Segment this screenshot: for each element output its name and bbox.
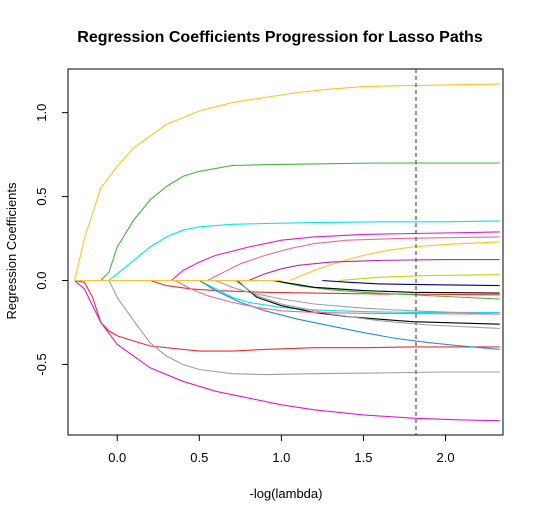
chart-title: Regression Coefficients Progression for … <box>77 29 483 46</box>
coefficient-path-line <box>248 259 500 282</box>
y-tick-label: -0.5 <box>34 353 49 375</box>
x-tick-label: 1.5 <box>354 450 372 465</box>
coefficient-path-line <box>149 279 500 296</box>
plot-layer: 0.0 0.5 1.0 1.5 2.0 -0.5 0.0 0.5 1.0 <box>34 69 500 465</box>
x-tick-label: 0.0 <box>108 450 126 465</box>
x-tick-label: 2.0 <box>437 450 455 465</box>
plot-frame <box>67 68 504 436</box>
coefficient-path-line <box>74 280 500 422</box>
y-tick-label: 0.0 <box>34 272 49 290</box>
y-tick-label: 0.5 <box>34 188 49 206</box>
coefficient-path-line <box>322 279 500 287</box>
y-axis-label: Regression Coefficients <box>4 182 19 320</box>
coefficient-path-line <box>273 279 500 300</box>
coefficient-path-line <box>207 236 500 281</box>
coefficient-path-line <box>235 280 500 329</box>
x-tick-label: 0.5 <box>190 450 208 465</box>
coefficient-path-line <box>199 280 500 350</box>
coefficient-path-line <box>74 279 500 352</box>
coefficient-path-line <box>199 280 500 313</box>
coefficient-path-line <box>338 274 500 282</box>
coefficient-path-line <box>74 83 500 281</box>
coefficient-path-line <box>108 220 500 281</box>
coefficient-path-line <box>100 162 500 281</box>
x-tick-label: 1.0 <box>272 450 290 465</box>
coefficient-path-line <box>171 231 500 281</box>
y-tick-label: 1.0 <box>34 104 49 122</box>
coefficient-path-line <box>273 279 500 294</box>
x-axis-label: -log(lambda) <box>250 486 323 501</box>
coefficient-path-line <box>108 280 500 376</box>
coefficient-path-line <box>215 279 500 315</box>
coefficient-path-line <box>289 241 500 282</box>
coefficient-path-line <box>174 280 500 315</box>
